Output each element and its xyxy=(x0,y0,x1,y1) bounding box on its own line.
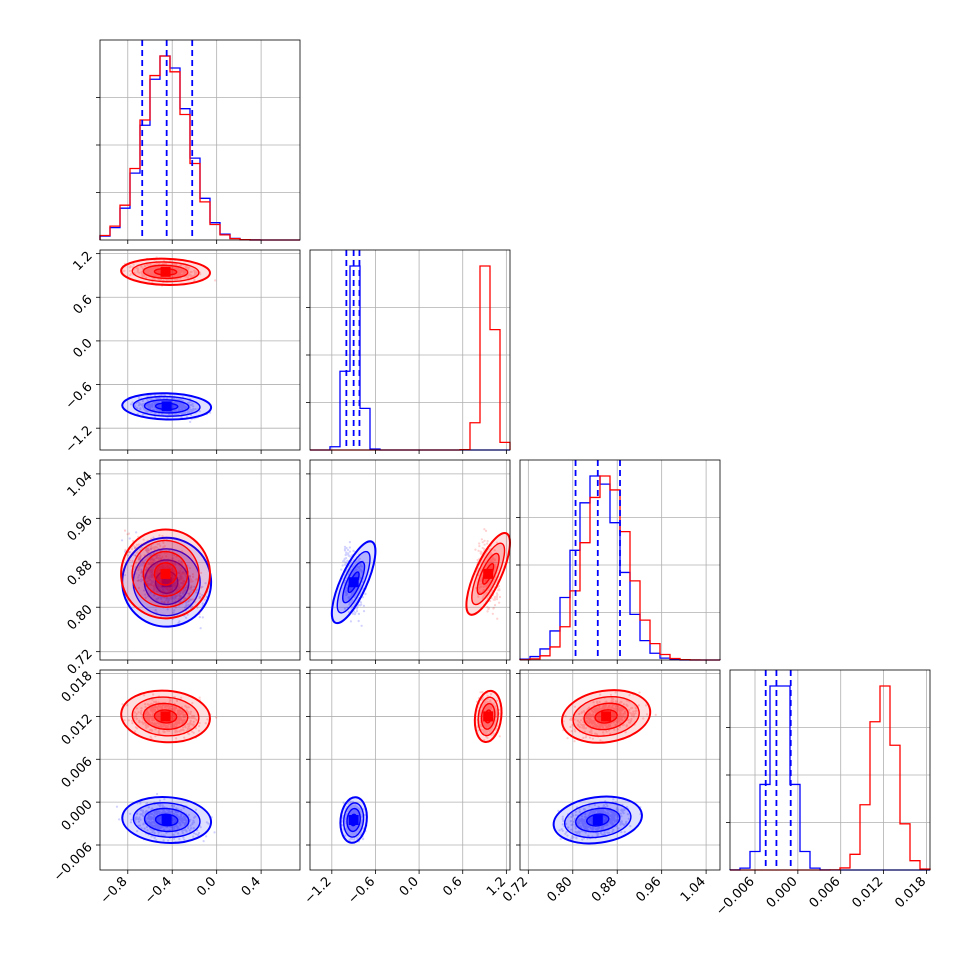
density-peak-0-2-0 xyxy=(161,577,172,588)
density-peak-1-1-0 xyxy=(160,266,171,277)
xtick-label-0-3: 0.4 xyxy=(239,874,264,899)
panel-frame-0-0 xyxy=(99,39,301,241)
density-peak-0-3-2 xyxy=(592,815,603,825)
panel-frame-3-3 xyxy=(729,669,931,871)
density-peak-1-2-0 xyxy=(160,568,171,579)
panel-3-2 xyxy=(516,669,721,874)
panel-frame-1-0 xyxy=(99,249,301,451)
panel-1-0 xyxy=(96,249,301,454)
xtick-label-1-0: −1.2 xyxy=(302,874,335,907)
ytick-label-2-1: 0.80 xyxy=(65,602,96,633)
panel-0-0 xyxy=(96,39,301,244)
panel-frame-2-1 xyxy=(309,459,511,661)
panel-2-0 xyxy=(96,459,301,664)
xtick-label-3-2: 0.006 xyxy=(807,874,844,911)
panel-frame-2-2 xyxy=(519,459,721,661)
panel-frame-1-1 xyxy=(309,249,511,451)
panel-1-1 xyxy=(306,249,511,454)
xtick-label-1-1: −0.6 xyxy=(345,874,378,907)
xtick-label-2-3: 0.96 xyxy=(633,874,664,905)
density-peak-0-2-1 xyxy=(348,577,359,588)
panel-2-1 xyxy=(306,459,511,664)
ytick-label-2-3: 0.96 xyxy=(65,513,96,544)
density-peak-0-1-0 xyxy=(161,401,172,412)
density-peak-1-2-1 xyxy=(483,568,494,579)
xtick-label-3-1: 0.000 xyxy=(764,874,801,911)
ytick-label-3-1: 0.000 xyxy=(59,797,96,834)
ytick-label-1-1: −0.6 xyxy=(63,380,96,413)
xtick-label-3-3: 0.012 xyxy=(849,874,886,911)
histogram-1-0 xyxy=(99,55,300,241)
panel-frame-3-0 xyxy=(99,669,301,871)
xtick-label-0-1: −0.4 xyxy=(142,874,175,907)
density-peak-0-3-0 xyxy=(161,815,172,825)
xtick-label-2-1: 0.80 xyxy=(545,874,576,905)
xtick-label-3-0: −0.006 xyxy=(713,874,758,919)
ytick-label-1-3: 0.6 xyxy=(70,292,95,317)
ytick-label-2-2: 0.88 xyxy=(65,558,96,589)
panel-frame-2-0 xyxy=(99,459,301,661)
xtick-label-2-4: 1.04 xyxy=(678,874,709,905)
ytick-label-1-2: 0.0 xyxy=(70,336,95,361)
histogram-0-0 xyxy=(99,55,300,241)
xtick-label-1-3: 0.6 xyxy=(440,874,465,899)
ytick-label-1-0: −1.2 xyxy=(63,423,96,456)
density-peak-1-3-1 xyxy=(483,711,494,722)
panel-2-2 xyxy=(516,459,721,664)
xtick-label-2-0: 0.72 xyxy=(500,874,531,905)
density-peak-1-3-2 xyxy=(601,711,612,722)
panel-3-3 xyxy=(726,669,931,874)
ytick-label-1-4: 1.2 xyxy=(70,249,95,274)
xtick-label-0-2: 0.0 xyxy=(194,874,219,899)
ytick-label-3-0: −0.006 xyxy=(51,840,96,885)
xtick-label-2-2: 0.88 xyxy=(589,874,620,905)
xtick-label-3-4: 0.018 xyxy=(892,874,929,911)
density-peak-1-3-0 xyxy=(160,711,171,722)
xtick-label-1-2: 0.0 xyxy=(397,874,422,899)
ytick-label-3-2: 0.006 xyxy=(59,754,96,791)
density-peak-0-3-1 xyxy=(348,815,359,825)
panel-3-0 xyxy=(96,669,301,874)
ytick-label-3-3: 0.012 xyxy=(59,711,96,748)
xtick-label-0-0: −0.8 xyxy=(98,874,131,907)
panel-frame-3-1 xyxy=(309,669,511,871)
panel-frame-3-2 xyxy=(519,669,721,871)
ytick-label-2-4: 1.04 xyxy=(65,469,96,500)
panel-3-1 xyxy=(306,669,511,874)
